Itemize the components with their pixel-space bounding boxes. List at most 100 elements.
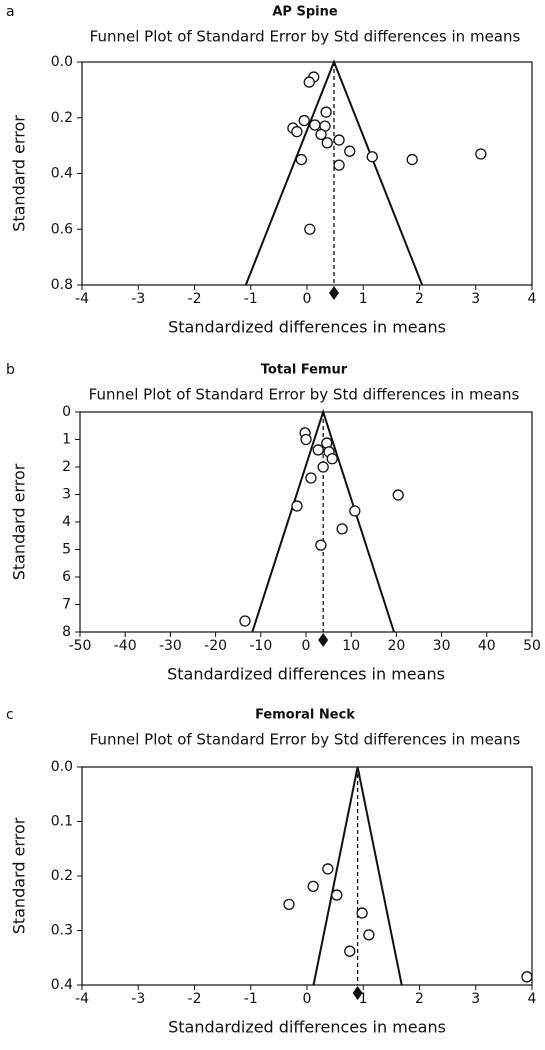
x-tick-label: 3 [471,991,480,1007]
x-tick-label: -20 [204,638,227,654]
plot-frame [81,61,533,286]
x-tick-label: -30 [159,638,182,654]
study-point [521,971,533,983]
study-point [344,145,356,157]
study-point [392,489,404,501]
y-axis-label: Standard error [10,463,29,580]
study-point [300,433,312,446]
panel: a AP Spine Funnel Plot of Standard Error b… [6,4,537,337]
y-tick-label: 2 [62,459,71,475]
pooled-diamond [329,286,339,300]
study-point [307,880,319,893]
study-point [333,134,345,146]
study-point [317,461,329,473]
x-tick-label: 3 [471,291,480,307]
study-point [363,929,375,941]
y-tick-label: 7 [62,597,71,613]
x-tick-label: 40 [478,638,496,654]
study-point [298,114,310,127]
panel-label: c [6,707,14,723]
x-tick-label: -3 [131,991,145,1007]
study-point [315,128,327,141]
x-tick-label: 2 [415,291,424,307]
study-point [291,126,303,138]
y-tick-label: 0.6 [51,221,73,237]
x-axis-label: Standardized differences in means [168,318,446,337]
study-point [406,153,418,166]
y-tick-label: 0 [62,404,71,420]
study-point [291,500,303,512]
study-point [333,159,345,171]
y-tick-label: 0.4 [51,977,73,993]
study-point [344,945,356,957]
x-tick-label: -4 [75,991,89,1007]
study-point [321,137,333,149]
y-tick-label: 0.4 [51,166,73,182]
x-tick-label: -4 [75,291,89,307]
x-tick-label: -2 [188,291,202,307]
x-tick-label: 0 [302,638,311,654]
study-point [320,106,332,118]
x-tick-label: -1 [244,291,258,307]
study-point [305,472,317,484]
y-tick-label: 1 [62,432,71,448]
y-tick-label: 0.1 [51,814,73,830]
chart-subtitle: Funnel Plot of Standard Error by Std dif… [90,28,521,46]
panel-label: a [6,4,15,20]
study-point [349,505,361,517]
y-tick-label: 0.2 [51,110,73,126]
study-point [356,907,368,919]
chart-title: AP Spine [272,5,337,20]
y-tick-label: 0.2 [51,868,73,884]
x-tick-label: -50 [69,638,92,654]
x-tick-label: -1 [244,991,258,1007]
study-point [475,148,487,160]
study-point [295,153,308,166]
y-tick-label: 0.0 [51,54,73,70]
y-tick-label: 0.0 [51,759,73,775]
x-tick-label: 0 [303,291,312,307]
x-tick-label: -3 [131,291,145,307]
y-tick-label: 0.3 [51,923,73,939]
pooled-diamond [318,633,329,647]
plot-frame [81,766,533,986]
x-tick-label: 50 [523,638,541,654]
pooled-diamond [352,986,363,1000]
study-point [331,889,343,901]
chart-title: Femoral Neck [255,708,355,723]
study-point [366,151,378,163]
x-tick-label: 1 [359,991,368,1007]
study-point [304,223,316,235]
x-tick-label: -10 [249,638,272,654]
study-point [315,539,327,551]
panel-label: b [6,362,15,378]
study-point [309,119,321,131]
y-axis-label: Standard error [10,115,29,232]
panel: b Total Femur Funnel Plot of Standard Erro… [6,362,541,684]
y-tick-label: 3 [62,487,71,503]
study-point [312,444,324,456]
y-tick-label: 8 [62,624,71,640]
x-tick-label: 20 [387,638,405,654]
chart-subtitle: Funnel Plot of Standard Error by Std dif… [89,386,520,404]
study-point [322,863,334,875]
x-tick-label: -2 [188,991,202,1007]
x-tick-label: 10 [342,638,360,654]
x-tick-label: 1 [359,291,368,307]
chart-subtitle: Funnel Plot of Standard Error by Std dif… [90,731,521,749]
study-point [239,615,251,627]
study-point [336,523,348,535]
y-tick-label: 4 [62,514,71,530]
y-axis-label: Standard error [10,817,29,934]
x-tick-label: 2 [415,991,424,1007]
x-tick-label: 4 [528,991,537,1007]
y-tick-label: 6 [62,569,71,585]
study-point [303,76,315,88]
y-tick-label: 0.8 [51,277,73,293]
x-tick-label: 30 [433,638,451,654]
x-tick-label: -40 [114,638,137,654]
x-tick-label: 4 [528,291,537,307]
x-axis-label: Standardized differences in means [168,1018,446,1037]
study-point [283,898,295,910]
